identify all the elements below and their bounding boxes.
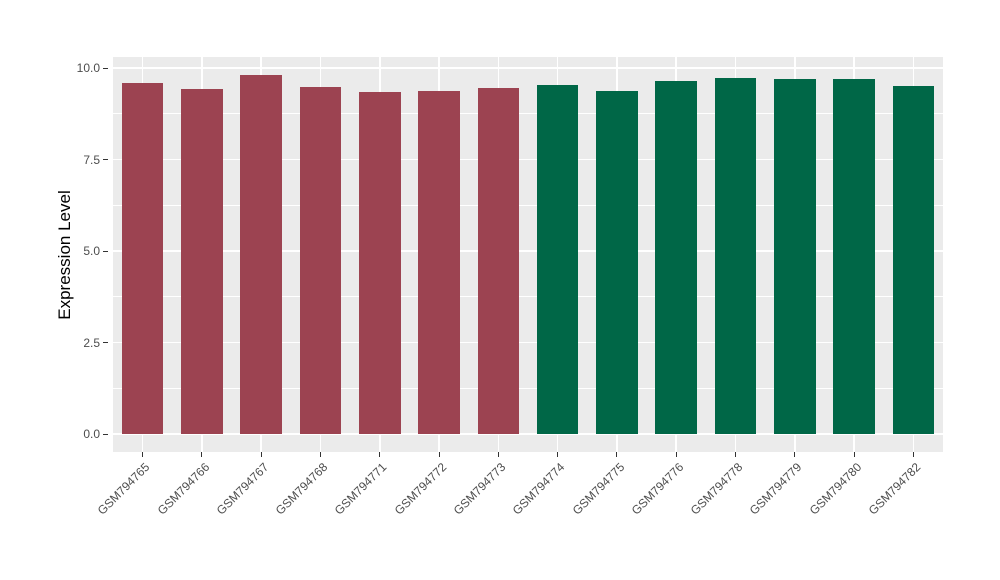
bar-GSM794775 [596,91,638,434]
y-tick-mark [103,433,108,435]
gridline-major [113,341,943,344]
bar-GSM794768 [299,87,342,434]
x-tick-mark [142,452,144,457]
bar-GSM794772 [418,91,460,434]
gridline-major [113,67,943,69]
x-tick-label: GSM794767 [213,460,272,518]
y-axis: 0.0 2.5 5.0 7.5 10.0 [0,57,113,452]
bar-GSM794771 [359,92,401,434]
bar-GSM794779 [774,78,816,434]
bar-GSM794765 [121,83,164,434]
x-tick-mark [201,452,203,457]
y-tick-mark [103,67,108,69]
x-tick-mark [675,452,677,457]
y-tick-label: 2.5 [83,335,100,350]
gridline-minor [113,113,943,115]
x-tick-mark [379,452,381,457]
x-tick-mark [260,452,262,457]
y-tick-mark [103,159,108,160]
gridline-minor [113,296,943,298]
y-tick-label: 0.0 [83,427,100,441]
x-tick-label: GSM794774 [510,460,568,518]
x-tick-label: GSM794771 [332,460,390,518]
bar-GSM794780 [833,79,875,434]
x-tick-label: GSM794779 [747,460,805,518]
x-tick-mark [497,452,499,457]
x-tick-label: GSM794768 [272,460,331,518]
x-tick-mark [616,452,618,457]
x-tick-mark [794,452,796,457]
x-tick-label: GSM794773 [450,460,509,518]
y-tick-mark [103,342,108,343]
y-tick-mark [103,250,108,252]
y-tick-label: 5.0 [83,244,100,258]
x-tick-label: GSM794778 [687,460,746,518]
gridline-major [113,158,943,161]
bar-GSM794767 [240,74,282,434]
x-tick-mark [853,452,855,457]
plot-panel [113,57,943,452]
x-tick-label: GSM794782 [865,460,924,518]
x-tick-mark [735,452,736,457]
gridline-major [113,433,943,435]
x-tick-mark [912,452,914,457]
gridline-minor [113,387,943,389]
bar-GSM794766 [181,89,223,434]
x-tick-label: GSM794766 [154,460,212,518]
x-tick-mark [320,452,321,457]
bar-GSM794776 [655,80,697,434]
x-tick-mark [438,452,440,457]
gridline-minor [113,204,943,206]
y-tick-label: 7.5 [83,152,100,167]
bar-GSM794773 [477,88,520,434]
x-tick-label: GSM794780 [806,460,864,518]
x-tick-mark [557,452,559,457]
bar-GSM794778 [714,77,757,434]
x-tick-label: GSM794776 [628,460,687,518]
x-axis: GSM794765 GSM794766 GSM794767 GSM794768 GSM7… [95,452,943,580]
bar-GSM794782 [892,85,935,434]
x-tick-label: GSM794772 [391,460,449,518]
x-tick-label: GSM794765 [95,460,153,518]
x-tick-label: GSM794775 [569,460,627,518]
y-tick-label: 10.0 [76,61,100,75]
gridline-major [113,250,943,252]
bar-GSM794774 [536,84,579,434]
